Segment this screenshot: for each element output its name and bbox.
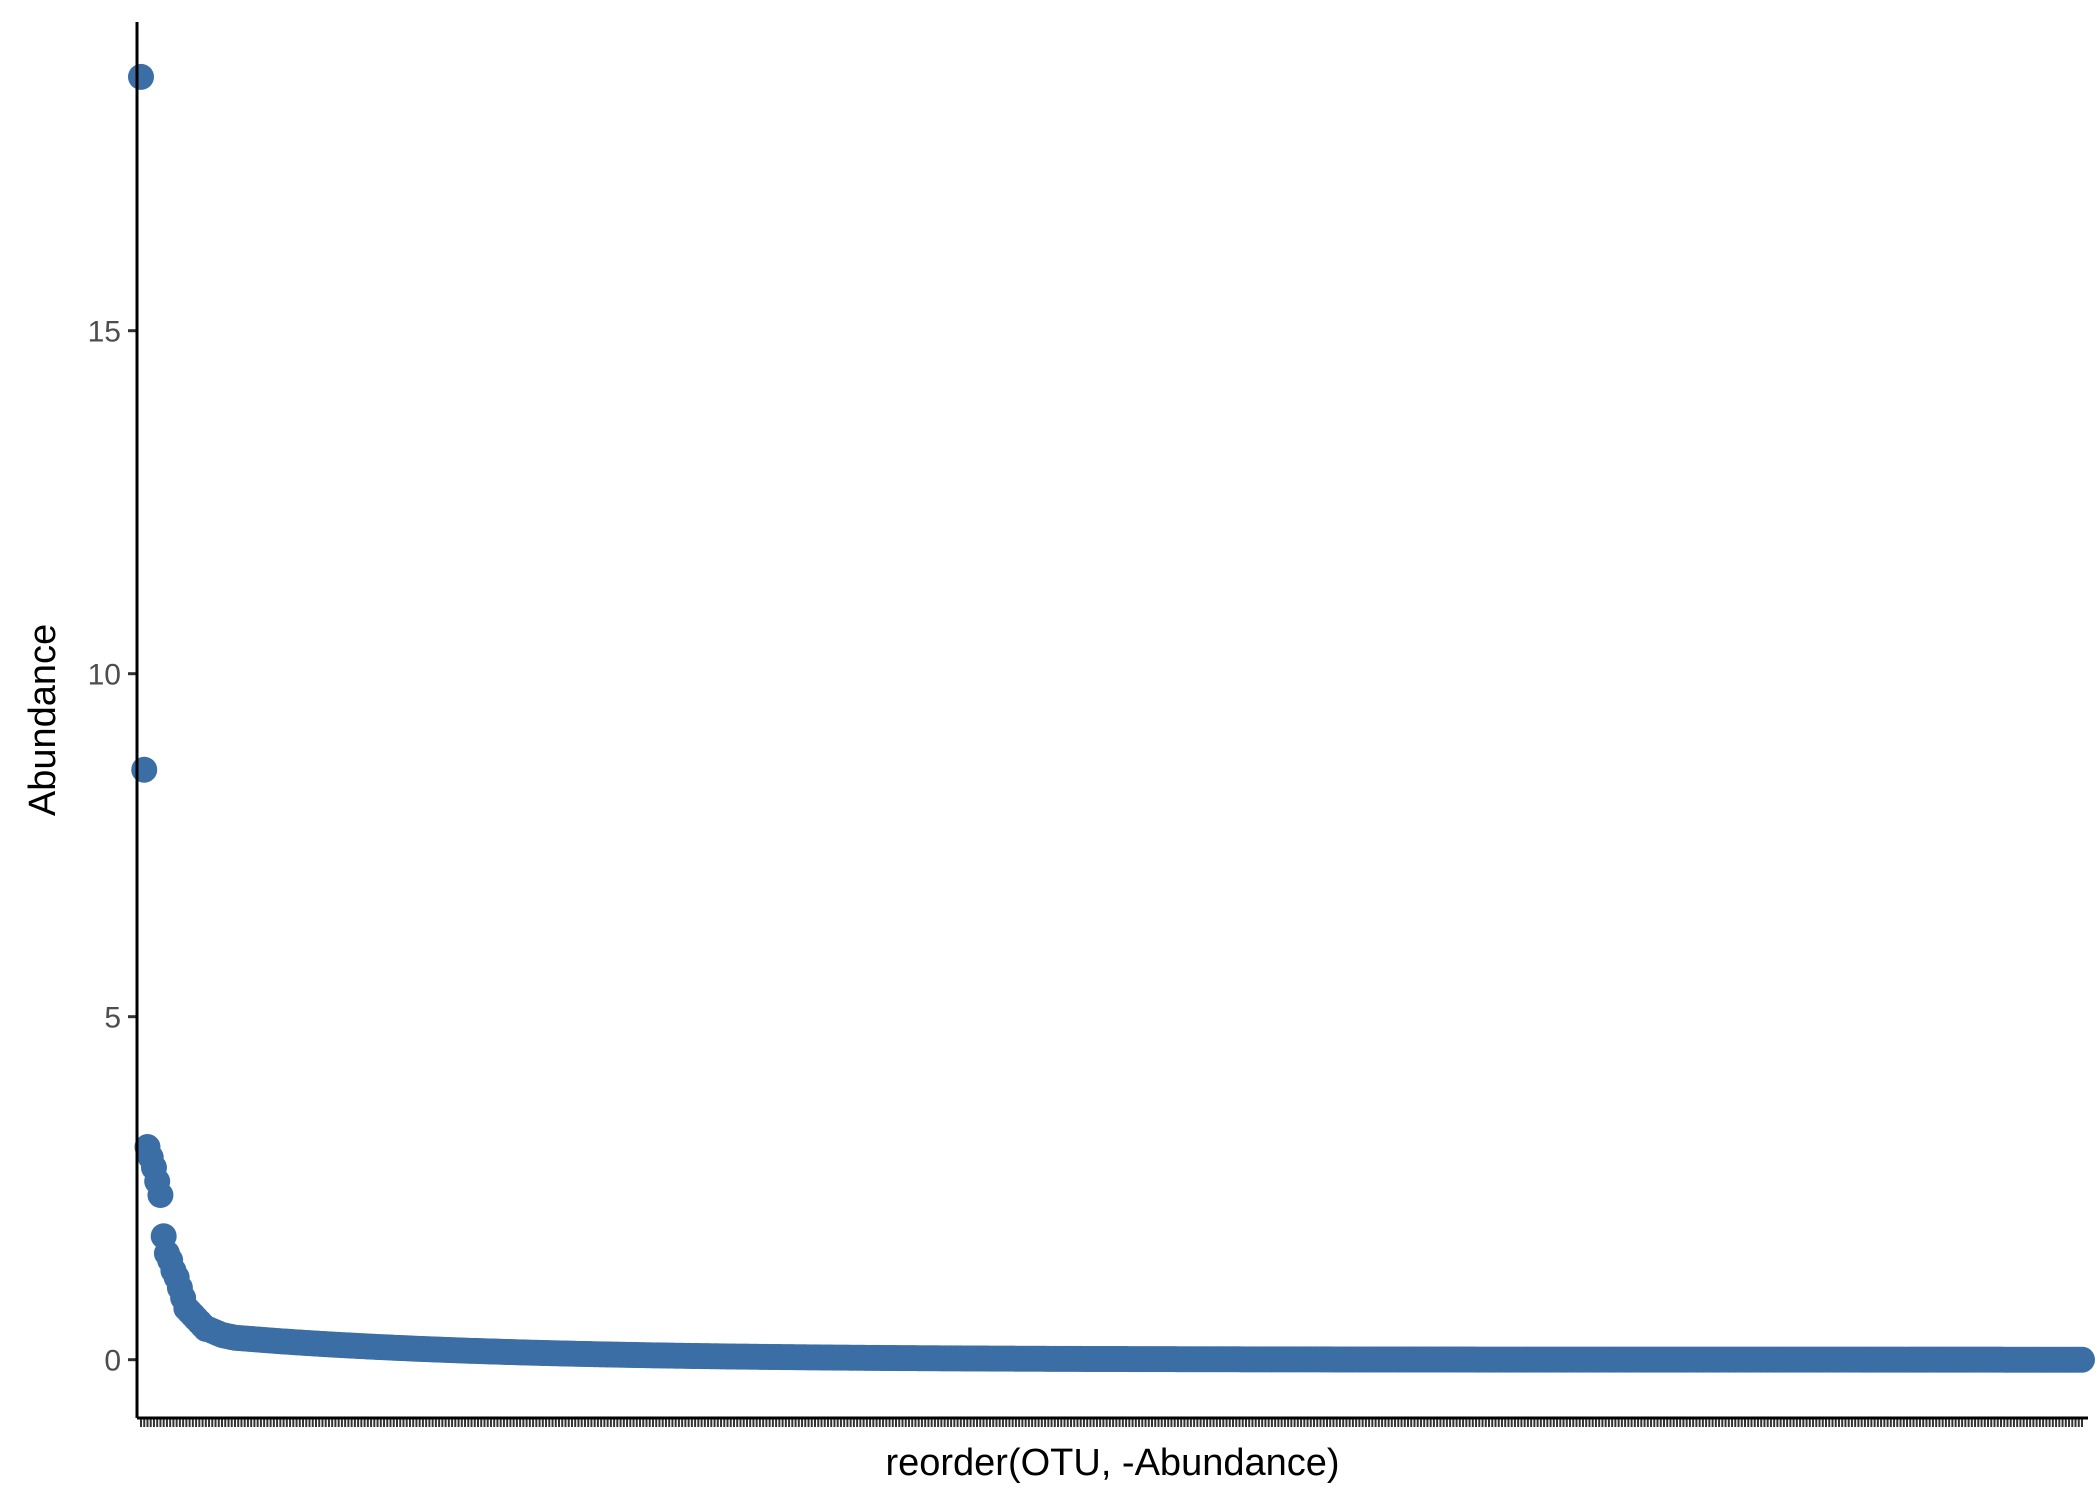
y-tick-label: 0 <box>104 1345 121 1378</box>
y-axis-ticks: 0 5 10 15 <box>88 316 137 1378</box>
data-point <box>128 63 154 90</box>
y-tick-label: 15 <box>88 316 121 349</box>
data-points <box>128 63 2095 1373</box>
y-axis-title: Abundance <box>22 624 64 816</box>
y-tick-label: 5 <box>104 1002 121 1035</box>
y-tick-label: 10 <box>88 659 121 692</box>
data-point <box>2069 1346 2095 1373</box>
data-point <box>131 756 158 783</box>
x-axis-title: reorder(OTU, -Abundance) <box>885 1442 1339 1484</box>
data-point <box>147 1182 174 1209</box>
